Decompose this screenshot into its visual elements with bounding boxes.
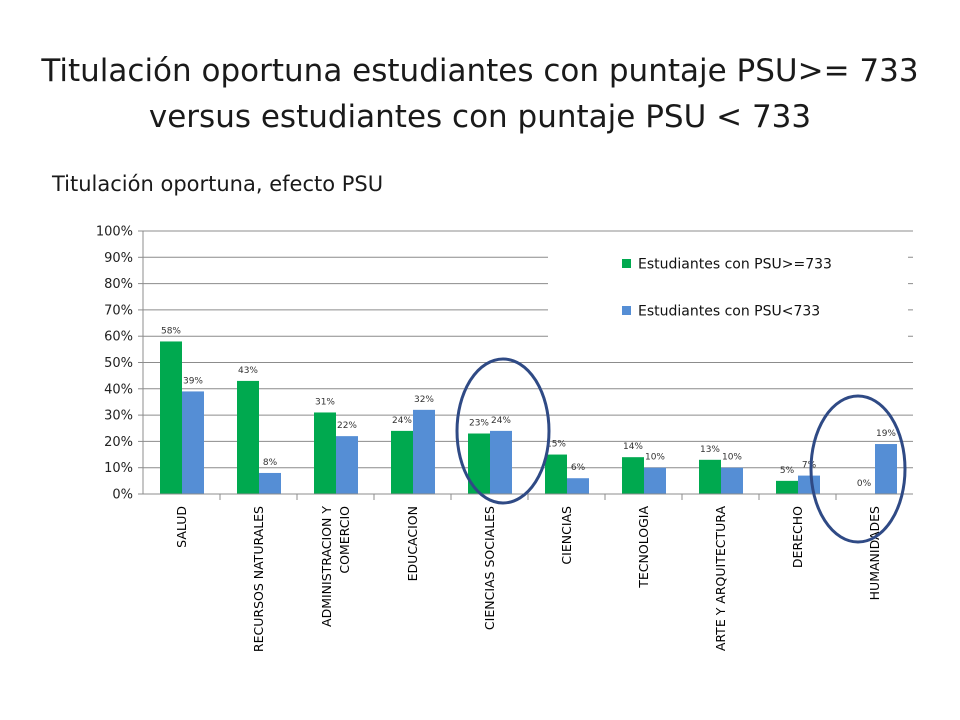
data-label: 14%	[623, 442, 643, 452]
bar-psu-low	[490, 430, 512, 494]
slide-title-line1: Titulación oportuna estudiantes con punt…	[41, 53, 919, 89]
y-tick-label: 40%	[104, 382, 133, 397]
x-category-label-line: RECURSOS NATURALES	[251, 506, 266, 652]
legend-label: Estudiantes con PSU<733	[638, 304, 820, 320]
x-category-label-line: ARTE Y ARQUITECTURA	[713, 506, 728, 652]
x-category-label: SALUD	[174, 506, 189, 548]
data-label: 13%	[700, 445, 720, 455]
data-label: 39%	[183, 376, 203, 386]
highlight-circle	[809, 394, 907, 544]
bar-psu-low	[798, 475, 820, 494]
data-label: 32%	[414, 395, 434, 405]
bar-psu-low	[413, 409, 435, 494]
data-label: 5%	[780, 466, 795, 476]
x-category-label: CIENCIAS	[559, 506, 574, 565]
x-category-label: HUMANIDADES	[867, 506, 882, 600]
x-category-label: RECURSOS NATURALES	[251, 506, 266, 652]
bar-psu-low	[875, 444, 897, 494]
bar-psu-high	[314, 412, 336, 494]
x-category-label-line: CIENCIAS SOCIALES	[482, 506, 497, 630]
x-category-label-line: HUMANIDADES	[867, 506, 882, 600]
x-category-label-line: TECNOLOGIA	[636, 506, 651, 589]
bar-psu-high	[545, 454, 567, 494]
y-tick-label: 30%	[104, 409, 133, 424]
y-tick-label: 10%	[104, 461, 133, 476]
bar-psu-low	[182, 391, 204, 494]
x-category-label-line: ADMINISTRACION Y	[319, 506, 334, 627]
legend-box	[548, 244, 908, 340]
slide-title: Titulación oportuna estudiantes con punt…	[30, 48, 930, 140]
highlight-circle	[455, 357, 551, 505]
x-category-label: ADMINISTRACION Y COMERCIO	[319, 506, 352, 627]
data-label: 8%	[263, 458, 278, 468]
x-category-label-line: SALUD	[174, 506, 189, 548]
x-category-label-line: COMERCIO	[337, 506, 352, 574]
x-category-label: CIENCIAS SOCIALES	[482, 506, 497, 630]
slide-title-line2: versus estudiantes con puntaje PSU < 733	[148, 99, 812, 135]
bar-psu-high	[699, 459, 721, 494]
x-category-label: DERECHO	[790, 506, 805, 568]
data-label: 31%	[315, 397, 335, 407]
bar-psu-low	[644, 467, 666, 494]
data-label: 10%	[722, 453, 742, 463]
legend-label: Estudiantes con PSU>=733	[638, 257, 832, 273]
data-label: 15%	[546, 440, 566, 450]
y-tick-label: 0%	[112, 488, 133, 503]
legend-swatch	[622, 259, 631, 268]
data-label: 19%	[876, 429, 896, 439]
chart-title: Titulación oportuna, efecto PSU	[52, 172, 384, 196]
y-tick-label: 60%	[104, 330, 133, 345]
y-tick-label: 80%	[104, 277, 133, 292]
data-label: 43%	[238, 366, 258, 376]
data-label: 7%	[802, 461, 817, 471]
bar-psu-high	[237, 380, 259, 494]
data-label: 0%	[857, 479, 872, 489]
bar-psu-low	[336, 436, 358, 494]
data-label: 24%	[491, 416, 511, 426]
bar-psu-high	[468, 433, 490, 494]
bar-psu-high	[622, 457, 644, 494]
x-category-label: EDUCACION	[405, 506, 420, 581]
y-tick-label: 90%	[104, 251, 133, 266]
bar-psu-low	[567, 478, 589, 494]
x-category-label-line: DERECHO	[790, 506, 805, 568]
x-category-label-line: EDUCACION	[405, 506, 420, 581]
y-tick-label: 100%	[96, 225, 133, 240]
data-label: 10%	[645, 453, 665, 463]
x-category-label-line: CIENCIAS	[559, 506, 574, 565]
bar-psu-high	[391, 430, 413, 494]
data-label: 6%	[571, 463, 586, 473]
data-label: 23%	[469, 419, 489, 429]
x-category-label: ARTE Y ARQUITECTURA	[713, 506, 728, 652]
bar-psu-high	[160, 341, 182, 494]
data-label: 58%	[161, 326, 181, 336]
x-category-label: TECNOLOGIA	[636, 506, 651, 589]
y-tick-label: 50%	[104, 356, 133, 371]
y-tick-label: 20%	[104, 435, 133, 450]
y-tick-label: 70%	[104, 303, 133, 318]
data-label: 24%	[392, 416, 412, 426]
bar-psu-low	[721, 467, 743, 494]
bar-psu-low	[259, 472, 281, 494]
bar-psu-high	[776, 480, 798, 494]
data-label: 22%	[337, 421, 357, 431]
legend-swatch	[622, 306, 631, 315]
